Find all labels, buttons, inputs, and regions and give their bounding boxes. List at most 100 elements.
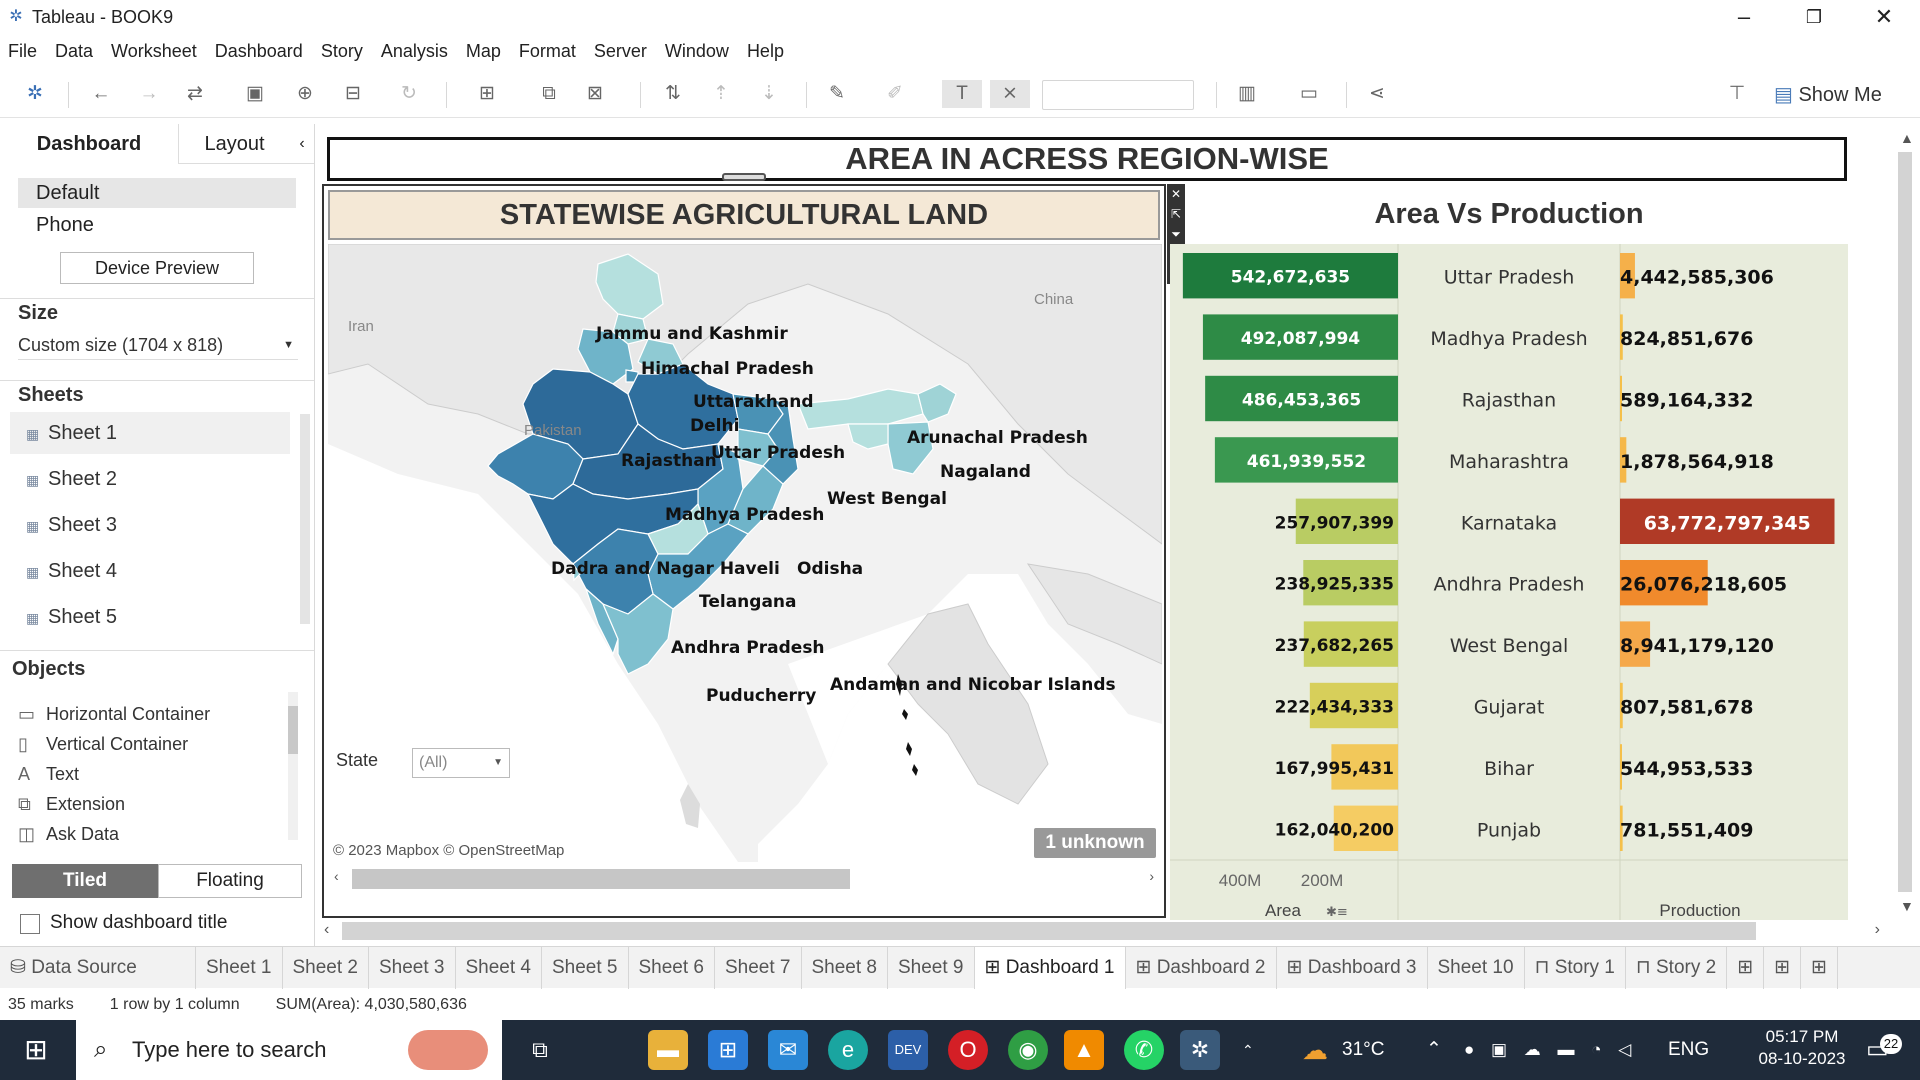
sheet-item-3[interactable]: ▦ Sheet 3 [10, 504, 290, 546]
swap-rows-columns-icon[interactable]: ⇅ [665, 83, 681, 104]
language-indicator[interactable]: ENG [1668, 1039, 1710, 1060]
dashboard-vertical-scrollbar[interactable]: ▲ ▼ [1892, 124, 1920, 924]
state-filter-dropdown[interactable]: (All) ▼ [412, 748, 510, 778]
maximize-button[interactable]: ❐ [1805, 7, 1823, 27]
menu-story[interactable]: Story [320, 40, 363, 61]
area-bar[interactable] [1205, 375, 1398, 422]
area-production-chart[interactable]: 542,672,635 Uttar Pradesh 4,442,585,306 492… [1170, 244, 1848, 920]
new-worksheet-tab-icon[interactable]: ⊞ [1727, 946, 1765, 989]
object-text[interactable]: A Text [18, 764, 79, 785]
menu-analysis[interactable]: Analysis [380, 40, 448, 61]
area-bar[interactable] [1333, 805, 1398, 851]
group-members-icon[interactable]: ✐ [887, 83, 903, 104]
map-scrollbar[interactable]: ‹ › [330, 866, 1160, 889]
mail-icon[interactable]: ✉ [768, 1030, 808, 1070]
new-data-source-icon[interactable]: ⊕ [297, 83, 313, 104]
sheet-item-2[interactable]: ▦ Sheet 2 [10, 458, 290, 500]
scroll-left-icon[interactable]: ‹ [324, 921, 330, 938]
floating-button[interactable]: Floating [158, 864, 302, 898]
scroll-down-icon[interactable]: ▼ [1900, 898, 1914, 914]
production-bar[interactable] [1620, 805, 1623, 851]
close-button[interactable]: ✕ [1874, 4, 1894, 29]
object-horizontal-container[interactable]: ▭ Horizontal Container [18, 704, 210, 725]
tab-sheet-8[interactable]: Sheet 8 [802, 946, 888, 989]
resize-handle[interactable] [722, 173, 766, 181]
sort-ascending-icon[interactable]: ⇡ [713, 83, 729, 104]
edge-icon[interactable]: e [828, 1030, 868, 1070]
menu-server[interactable]: Server [593, 40, 647, 61]
tab-story-2[interactable]: ⊓ Story 2 [1626, 946, 1728, 989]
tab-story-1[interactable]: ⊓ Story 1 [1525, 946, 1626, 989]
unknown-indicator[interactable]: 1 unknown [1034, 828, 1156, 858]
new-dashboard-tab-icon[interactable]: ⊞ [1764, 946, 1802, 989]
object-ask-data[interactable]: ◫ Ask Data [18, 824, 119, 845]
menu-dashboard[interactable]: Dashboard [214, 40, 303, 61]
share-icon[interactable]: ⋖ [1369, 83, 1385, 104]
minimize-button[interactable]: – [1737, 4, 1751, 29]
sheet-item-1[interactable]: ▦ Sheet 1 [10, 412, 290, 454]
sort-descending-icon[interactable]: ⇣ [761, 83, 777, 104]
show-title-checkbox[interactable] [20, 914, 40, 934]
task-view-icon[interactable]: ⧉ [532, 1037, 548, 1062]
windows-start-icon[interactable]: ⊞ [24, 1034, 48, 1065]
dashboard-horizontal-scrollbar[interactable]: ‹ › [318, 920, 1888, 942]
object-vertical-container[interactable]: ▯ Vertical Container [18, 734, 188, 755]
tab-dashboard-3[interactable]: ⊞ Dashboard 3 [1277, 946, 1428, 989]
undo-icon[interactable]: ← [91, 83, 111, 104]
format-painter-icon[interactable]: ⊤ [1728, 83, 1746, 104]
tableau-taskbar-icon[interactable]: ✲ [1180, 1030, 1220, 1070]
tab-sheet-5[interactable]: Sheet 5 [542, 946, 629, 989]
microsoft-store-icon[interactable]: ⊞ [708, 1030, 748, 1070]
production-bar[interactable] [1620, 314, 1623, 360]
sheet-item-4[interactable]: ▦ Sheet 4 [10, 550, 290, 592]
tab-sheet-9[interactable]: Sheet 9 [888, 946, 975, 989]
show-mark-labels-icon[interactable]: T [942, 80, 982, 108]
redo-icon[interactable]: → [139, 83, 159, 104]
scroll-left-icon[interactable]: ‹ [334, 868, 339, 884]
production-bar[interactable] [1620, 375, 1622, 422]
show-hidden-icons[interactable]: ⌃ [1426, 1039, 1442, 1060]
new-worksheet-icon[interactable]: ⊞ [479, 83, 495, 104]
show-cards-icon[interactable]: ▥ [1238, 83, 1256, 104]
area-bar[interactable] [1295, 498, 1398, 544]
pause-updates-icon[interactable]: ⊟ [345, 83, 361, 104]
duplicate-sheet-icon[interactable]: ⧉ [542, 83, 556, 104]
opera-icon[interactable]: O [948, 1030, 988, 1070]
menu-file[interactable]: File [8, 40, 38, 61]
save-icon[interactable]: ▣ [246, 83, 264, 104]
scroll-up-icon[interactable]: ▲ [1900, 130, 1914, 146]
chrome-icon[interactable]: ◉ [1008, 1030, 1048, 1070]
refresh-icon[interactable]: ↻ [401, 83, 417, 104]
size-dropdown[interactable]: Custom size (1704 x 818) ▼ [18, 330, 298, 360]
tiled-button[interactable]: Tiled [12, 864, 158, 898]
production-bar[interactable] [1620, 498, 1835, 544]
tableau-home-icon[interactable]: ✲ [27, 83, 43, 104]
taskbar-search-box[interactable]: ⌕ Type here to search [76, 1020, 502, 1080]
clock[interactable]: 05:17 PM 08-10-2023 [1742, 1020, 1862, 1080]
menu-format[interactable]: Format [518, 40, 576, 61]
sheets-scrollbar[interactable] [300, 414, 310, 624]
tab-sheet-4[interactable]: Sheet 4 [456, 946, 542, 989]
show-me-button[interactable]: ▤ Show Me [1774, 80, 1882, 110]
fix-axes-icon[interactable]: ⨯ [990, 80, 1030, 108]
menu-worksheet[interactable]: Worksheet [111, 40, 197, 61]
objects-scrollbar[interactable] [288, 692, 298, 840]
file-explorer-icon[interactable]: ▬ [648, 1030, 688, 1070]
area-bar[interactable] [1202, 314, 1398, 360]
devcpp-icon[interactable]: DEV [888, 1030, 928, 1070]
replace-data-icon[interactable]: ⇄ [187, 83, 203, 104]
production-bar[interactable] [1620, 560, 1708, 606]
area-bar[interactable] [1182, 253, 1398, 299]
menu-window[interactable]: Window [664, 40, 729, 61]
area-bar[interactable] [1309, 682, 1398, 729]
collapse-panel-icon[interactable]: ‹ [290, 124, 314, 164]
object-extension[interactable]: ⧉ Extension [18, 794, 125, 815]
presentation-mode-icon[interactable]: ▭ [1300, 83, 1318, 104]
production-bar[interactable] [1620, 437, 1627, 483]
tab-data-source[interactable]: ⛁ Data Source [0, 946, 196, 989]
vlc-icon[interactable]: ▲ [1064, 1030, 1104, 1070]
tab-dashboard-1[interactable]: ⊞ Dashboard 1 [974, 946, 1126, 989]
weather-temp[interactable]: 31°C [1342, 1039, 1385, 1060]
tab-sheet-2[interactable]: Sheet 2 [283, 946, 369, 989]
tab-sheet-6[interactable]: Sheet 6 [629, 946, 715, 989]
